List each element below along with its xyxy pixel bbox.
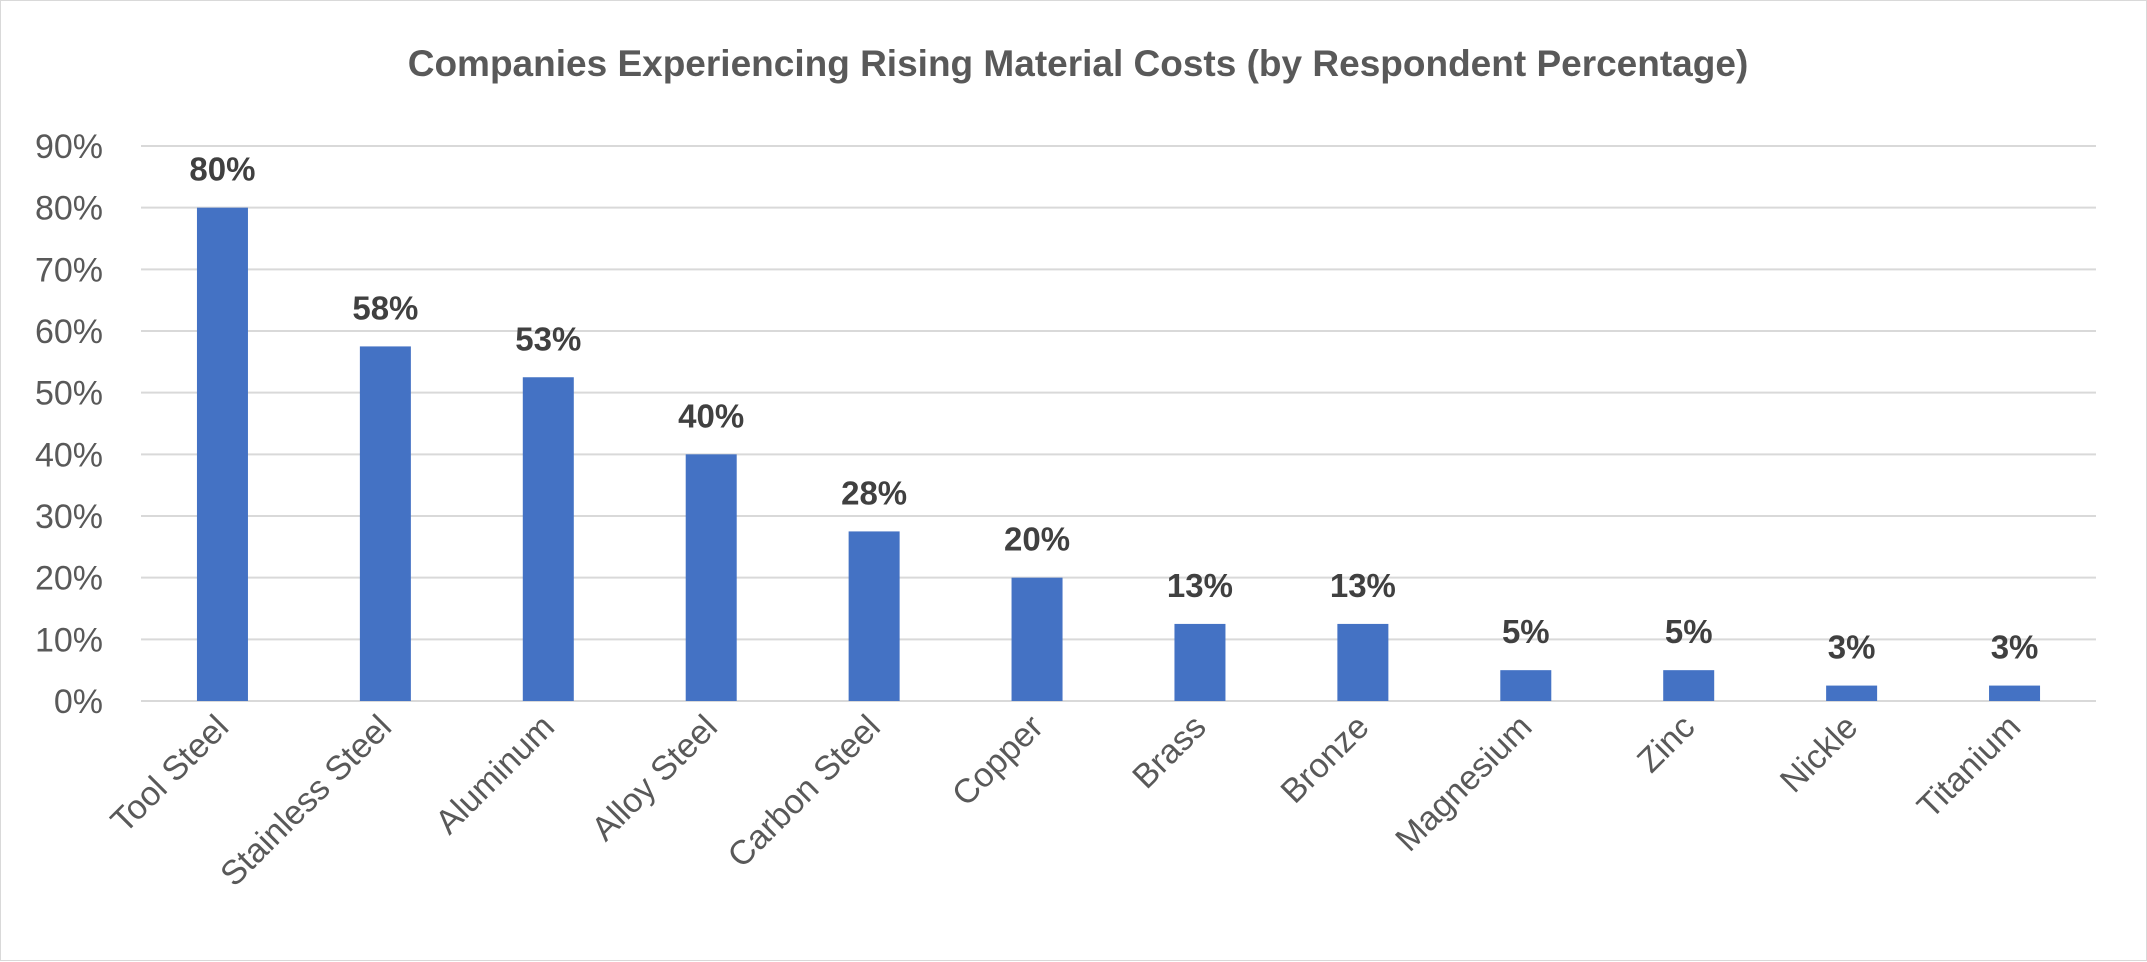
- y-tick-label: 40%: [35, 436, 103, 474]
- bars: [196, 207, 2041, 701]
- x-tick-label: Tool Steel: [104, 708, 236, 840]
- x-tick-label: Titanium: [1910, 708, 2028, 826]
- bar: [1337, 623, 1389, 701]
- y-tick-label: 60%: [35, 313, 103, 351]
- gridlines: [141, 145, 2096, 702]
- y-tick-label: 90%: [35, 128, 103, 166]
- y-tick-label: 80%: [35, 190, 103, 228]
- data-label: 5%: [1665, 613, 1713, 650]
- x-tick-label: Bronze: [1273, 708, 1376, 811]
- y-tick-label: 0%: [54, 683, 103, 721]
- bar: [1989, 685, 2041, 701]
- y-tick-label: 20%: [35, 560, 103, 598]
- data-label: 3%: [1828, 629, 1876, 666]
- data-label: 3%: [1991, 629, 2039, 666]
- y-axis-ticks: 0% 10% 20% 30% 40% 50% 60% 70% 80% 90%: [35, 128, 103, 721]
- bar: [359, 346, 411, 701]
- bar: [1500, 670, 1552, 701]
- bar: [196, 207, 248, 701]
- y-tick-label: 10%: [35, 621, 103, 659]
- bar: [1663, 670, 1715, 701]
- x-tick-label: Brass: [1125, 708, 1213, 796]
- bar: [522, 377, 574, 701]
- data-label: 5%: [1502, 613, 1550, 650]
- data-label: 80%: [189, 151, 255, 188]
- data-label: 13%: [1330, 567, 1396, 604]
- x-tick-label: Stainless Steel: [213, 708, 399, 894]
- y-tick-label: 50%: [35, 375, 103, 413]
- data-labels: 80% 58% 53% 40% 28% 20% 13% 13% 5% 5% 3% 3%: [189, 151, 2038, 666]
- bar: [685, 454, 737, 701]
- bar: [1174, 623, 1226, 701]
- data-label: 40%: [678, 397, 744, 434]
- chart-title: Companies Experiencing Rising Material C…: [408, 43, 1749, 84]
- x-tick-label: Nickle: [1773, 708, 1865, 800]
- y-tick-label: 30%: [35, 498, 103, 536]
- data-label: 13%: [1167, 567, 1233, 604]
- bar: [1011, 577, 1063, 701]
- x-tick-label: Alloy Steel: [584, 708, 724, 848]
- data-label: 53%: [515, 320, 581, 357]
- x-tick-label: Copper: [945, 708, 1051, 814]
- x-tick-label: Aluminum: [428, 708, 562, 842]
- data-label: 58%: [352, 289, 418, 326]
- bar: [848, 531, 900, 701]
- y-tick-label: 70%: [35, 251, 103, 289]
- x-tick-label: Carbon Steel: [721, 708, 888, 875]
- x-tick-label: Zinc: [1630, 708, 1702, 780]
- data-label: 20%: [1004, 521, 1070, 558]
- bar: [1826, 685, 1878, 701]
- data-label: 28%: [841, 474, 907, 511]
- x-tick-label: Magnesium: [1388, 708, 1539, 859]
